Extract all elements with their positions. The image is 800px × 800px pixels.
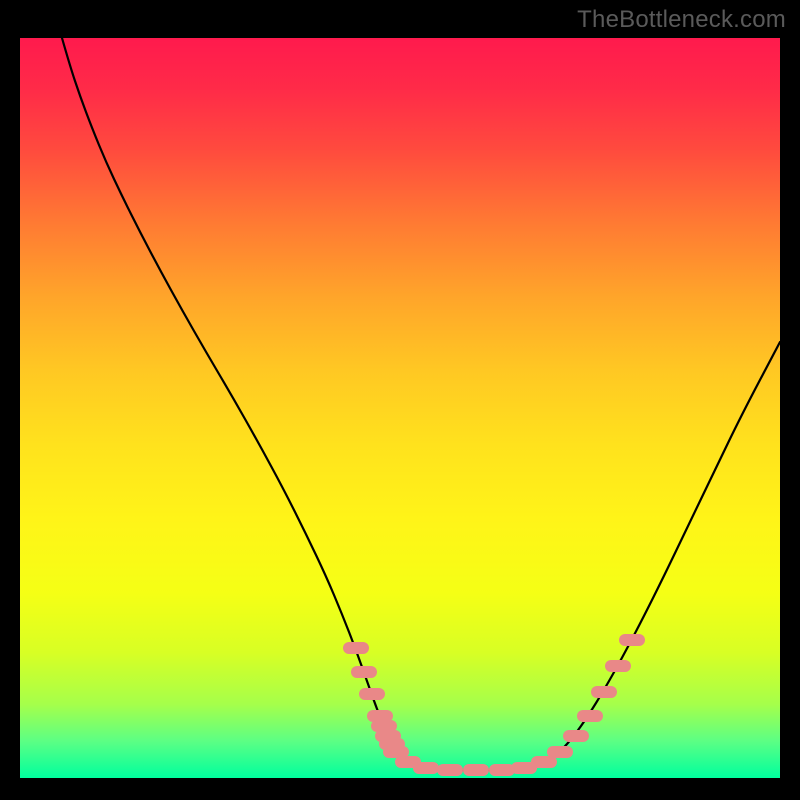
marker-pill bbox=[547, 746, 573, 758]
marker-pill bbox=[437, 764, 463, 776]
marker-pill bbox=[605, 660, 631, 672]
marker-pill bbox=[489, 764, 515, 776]
chart-frame: TheBottleneck.com bbox=[0, 0, 800, 800]
bottleneck-chart bbox=[0, 0, 800, 800]
marker-pill bbox=[351, 666, 377, 678]
marker-pill bbox=[591, 686, 617, 698]
marker-pill bbox=[379, 738, 405, 750]
marker-pill bbox=[619, 634, 645, 646]
marker-pill bbox=[563, 730, 589, 742]
marker-pill bbox=[577, 710, 603, 722]
marker-pill bbox=[343, 642, 369, 654]
marker-pill bbox=[413, 762, 439, 774]
marker-pill bbox=[359, 688, 385, 700]
plot-background bbox=[20, 38, 780, 778]
marker-pill bbox=[463, 764, 489, 776]
marker-pill bbox=[371, 720, 397, 732]
